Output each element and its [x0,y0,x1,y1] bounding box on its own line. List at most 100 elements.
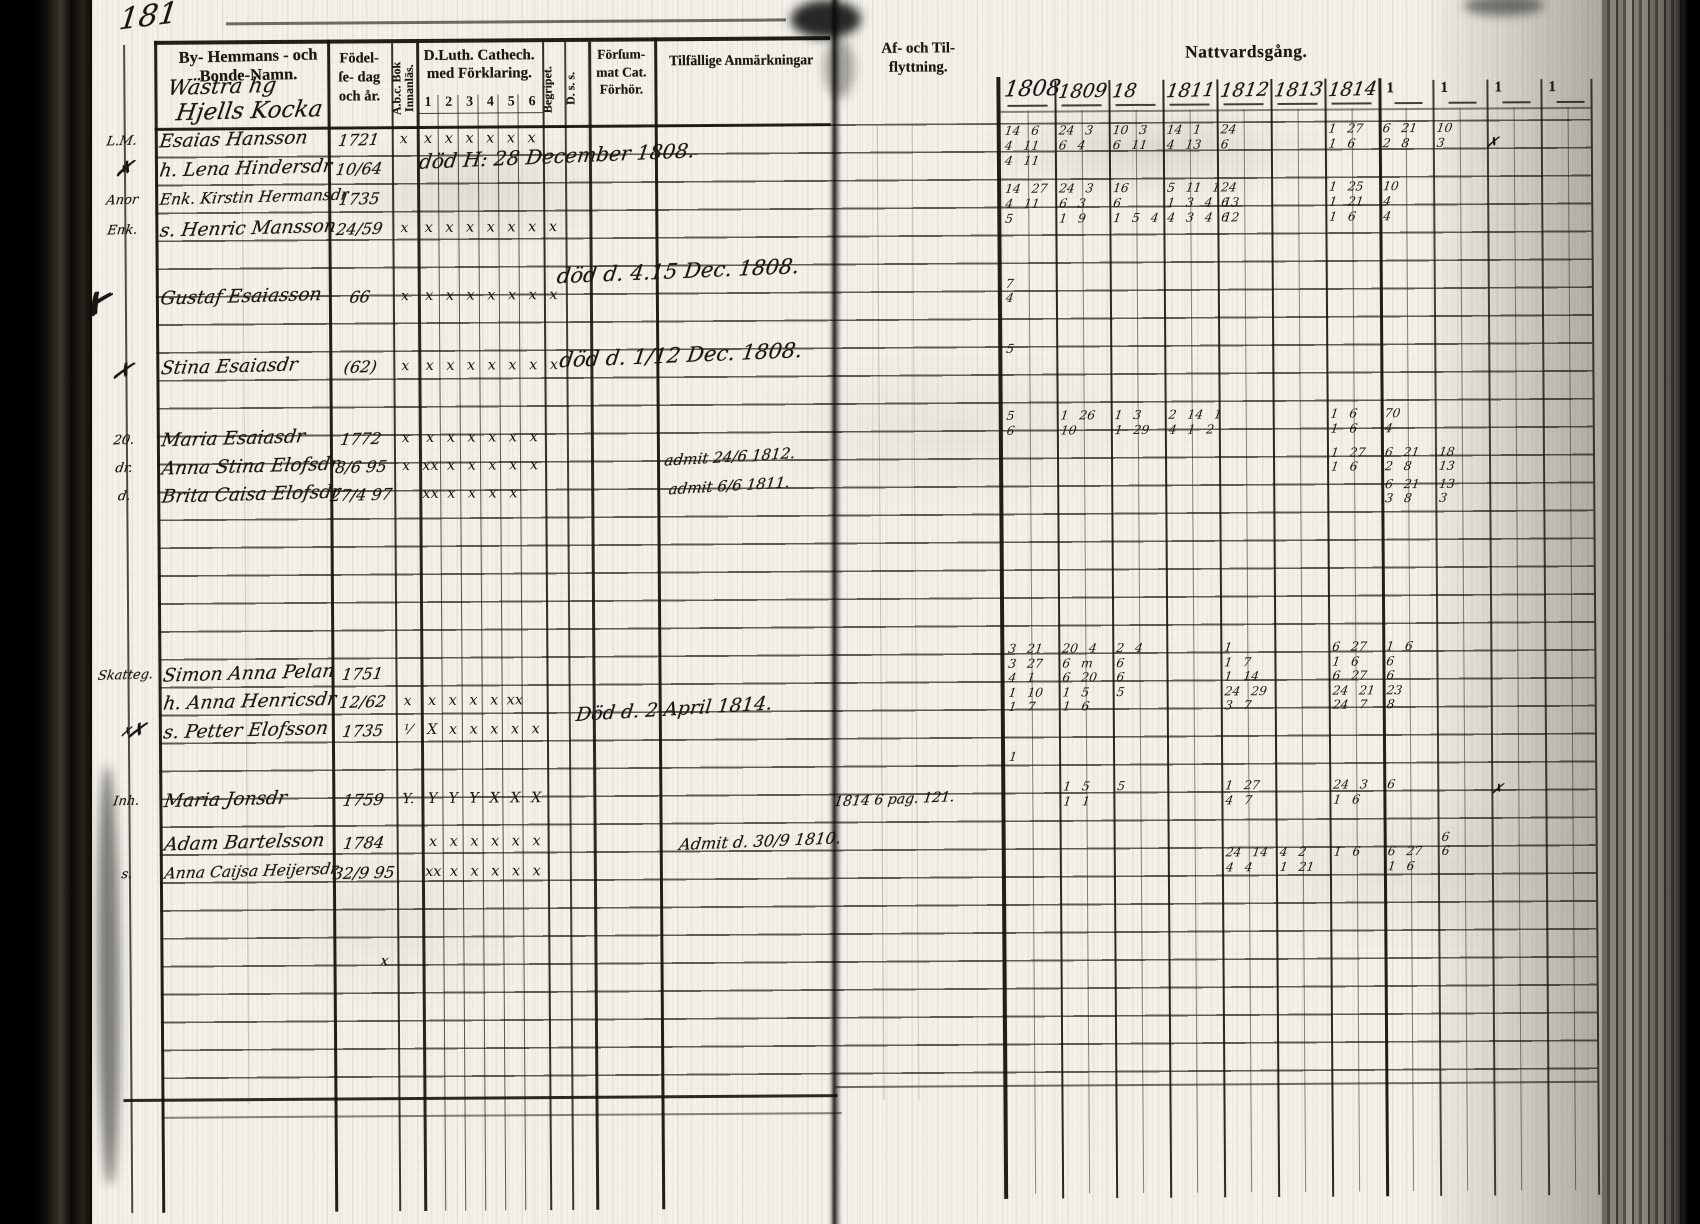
entry-cathech-mark: x [487,287,496,304]
communion-value: 6 [1219,137,1230,152]
entry-cathech-mark: x [449,863,459,880]
header-abc-book-column: A.b.c. Bok Innanläs. [389,61,417,115]
entry-name: Stina Esaiasdr [159,354,300,380]
entry-cathech-mark: X [427,721,438,738]
year-label: 1812 [1218,78,1271,102]
catechism-subcol-1: 1 [417,94,439,115]
annotation-note: ✗ [108,356,137,387]
communion-value: 1 14 [1223,669,1260,684]
entry-cathech-mark: x [510,721,520,738]
year-underline [1277,102,1318,106]
entry-margin-note: Skatteg. [96,667,155,684]
communion-value: 4 1 2 [1167,422,1216,437]
entry-cathech-mark: x [509,485,518,502]
communion-value: 4 13 [1165,137,1203,152]
entry-cathech-mark: x [448,721,458,738]
year-label: 1811 [1164,78,1217,103]
communion-value: 4 3 4 12 [1166,210,1241,225]
entry-cathech-mark: x [549,287,558,304]
scan-left-edge [0,0,92,1224]
communion-value: 3 21 [1007,641,1044,656]
entry-cathech-mark: x [487,357,496,374]
entry-cathech-mark: x [426,429,435,446]
communion-value: 6 3 [1058,196,1087,211]
communion-value: 24 3 [1057,123,1095,138]
communion-value: 6 [1440,843,1451,858]
entry-birth-year: 1735 [341,720,385,741]
entry-cathech-mark: x [529,457,539,474]
communion-value: 1 29 [1113,422,1151,438]
communion-value: 4 4 [1224,860,1254,875]
year-underline [1556,100,1585,104]
header-catechism-line2: med Förklaring. [426,65,532,82]
communion-value: 6 [1112,196,1122,211]
communion-value: 5 [1116,779,1127,794]
entry-cathech-mark: x [424,219,433,236]
entry-birth-year: 66 [348,287,372,307]
entry-birth-year: 8/6 95 [333,456,389,478]
entry-cathech-mark: x [446,429,456,446]
communion-value: 18 [1438,444,1456,459]
catechism-subcol-2: 2 [438,94,460,114]
header-catechism-subcolumns: 1 2 3 4 5 6 [417,94,543,115]
communion-value: 1 1 [1062,794,1091,809]
entry-cathech-mark: x [489,692,499,709]
communion-value: 1 21 [1328,194,1365,209]
year-label: 1 [1386,80,1394,97]
communion-value: 24 7 [1331,697,1369,712]
communion-value: 23 [1385,683,1404,698]
entry-cathech-mark: x [528,219,537,236]
communion-value: 1 6 [1328,209,1357,224]
communion-value: 7 [1004,276,1015,291]
entry-cathech-mark: x [466,287,475,304]
entry-cathech-mark: x [490,833,500,850]
communion-value: 6 [1440,829,1451,844]
entry-margin-note: Inh. [112,793,141,810]
entry-cathech-mark: x [444,130,453,147]
communion-value: 3 8 [1384,491,1413,506]
annotation-note: ✗ [1484,133,1500,152]
entry-cathech-mark: x [445,287,455,304]
header-migration-column: Af- och Til- flyttning. [840,39,996,78]
entry-cathech-mark: x [548,219,558,236]
communion-value: 1 27 [1330,445,1367,460]
entry-abc-mark: x [400,288,409,305]
communion-value: 1 5 [1061,685,1091,700]
entry-cathech-mark: x [529,429,538,446]
header-communion-section: Nattvardsgång. [1185,40,1308,62]
entry-cathech-mark: X [510,790,521,807]
entry-cathech-mark: x [511,863,521,880]
communion-value: 4 [1004,290,1015,305]
communion-value: 8 [1385,697,1396,712]
communion-value: 10 [1382,179,1400,194]
year-label: 1 [1494,79,1502,96]
entry-birth-year: 27/4 97 [329,484,394,506]
communion-value: 24 3 [1058,181,1095,196]
header-dss-column: D. s. s. [563,71,578,105]
entry-cathech-mark: x [467,429,476,446]
entry-cathech-mark: x [470,833,479,850]
communion-value: 4 11 [1003,138,1041,153]
communion-value: 4 [1383,421,1394,436]
entry-cathech-mark: x [529,357,538,374]
entry-abc-mark: x [401,358,410,375]
communion-value: 13 [1438,476,1456,491]
communion-value: 13 [1438,458,1456,473]
entry-name: Maria Jonsdr [162,787,289,813]
communion-value: 1 6 [1061,699,1091,714]
entry-cathech-mark: xx [506,692,524,709]
header-forsummat-line2: mat Cat. [596,63,647,80]
communion-value: 6 21 [1381,121,1419,136]
communion-value: 10 3 [1111,122,1149,138]
communion-value: 24 29 [1223,684,1268,699]
catechism-subcol-6: 6 [521,94,543,114]
entry-cathech-mark: x [470,863,479,880]
communion-value: 1 6 [1330,459,1359,474]
entry-cathech-mark: x [465,219,475,236]
year-label: 1808 [1002,75,1063,103]
communion-value: 2 8 [1381,136,1411,151]
entry-abc-mark: x [400,220,409,237]
header-birth-line1: Födel- [339,50,379,67]
communion-value: 1 21 [1278,859,1316,875]
entry-cathech-mark: x [508,357,517,374]
